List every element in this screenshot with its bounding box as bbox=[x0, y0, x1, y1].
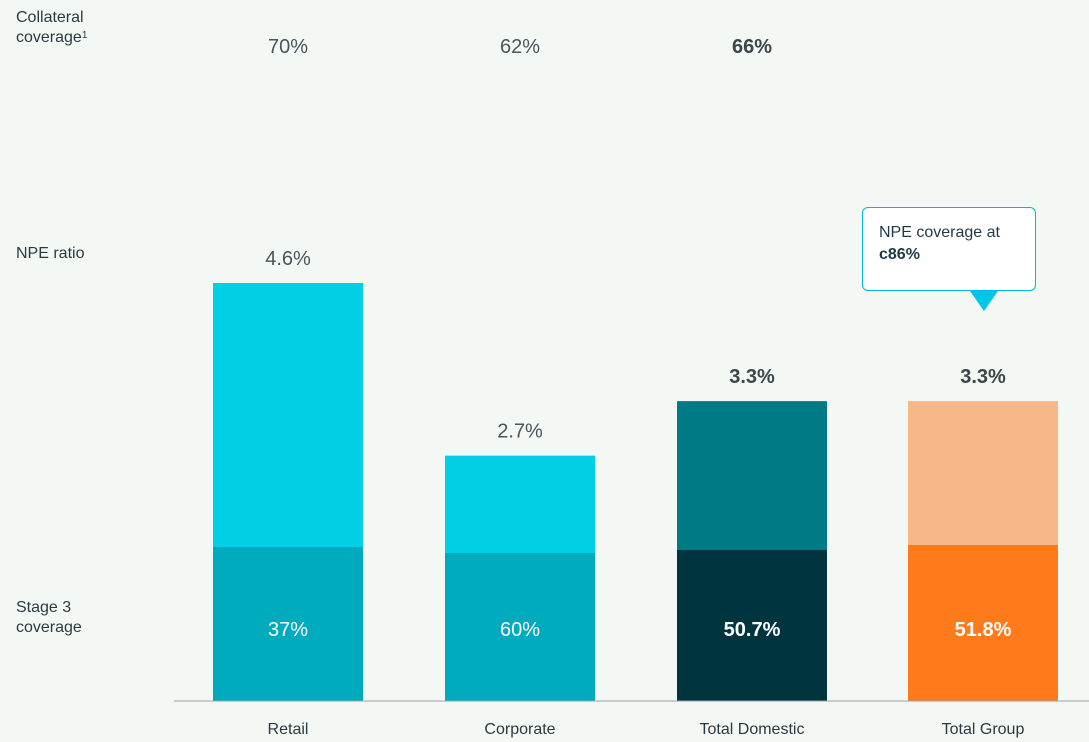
bar-npe-total-domestic bbox=[677, 401, 827, 550]
bar-stage3-total-group bbox=[908, 545, 1058, 701]
collateral-value-total-domestic: 66% bbox=[731, 36, 773, 58]
stage3-coverage-label-corporate: 60% bbox=[500, 619, 540, 641]
collateral-coverage-label: Collateral coverage1 bbox=[16, 8, 136, 48]
bar-npe-retail bbox=[213, 283, 363, 547]
category-label-corporate: Corporate bbox=[484, 721, 555, 738]
callout-text: NPE coverage at bbox=[879, 224, 1000, 241]
bar-stage3-corporate bbox=[445, 553, 595, 701]
npe-coverage-callout: NPE coverage at c86% bbox=[862, 207, 1036, 291]
footnote-marker: 1 bbox=[81, 30, 88, 41]
collateral-value-corporate: 62% bbox=[499, 36, 541, 58]
npe-ratio-label-corporate: 2.7% bbox=[497, 421, 543, 443]
bar-stage3-total-domestic bbox=[677, 550, 827, 701]
bar-stage3-retail bbox=[213, 547, 363, 701]
callout-pointer bbox=[970, 291, 998, 311]
stage3-coverage-label-retail: 37% bbox=[268, 619, 308, 641]
npe-ratio-label-total-group: 3.3% bbox=[960, 366, 1006, 388]
bar-npe-corporate bbox=[445, 455, 595, 553]
collateral-value-retail: 70% bbox=[267, 36, 309, 58]
stage3-coverage-label-total-group: 51.8% bbox=[955, 619, 1012, 641]
callout-value: c86% bbox=[879, 246, 920, 263]
category-label-total-domestic: Total Domestic bbox=[700, 721, 805, 738]
category-label-retail: Retail bbox=[268, 721, 309, 738]
category-label-total-group: Total Group bbox=[942, 721, 1025, 738]
npe-ratio-label-total-domestic: 3.3% bbox=[729, 366, 775, 388]
stage3-coverage-label: Stage 3 coverage bbox=[16, 599, 82, 636]
npe-ratio-label: NPE ratio bbox=[16, 245, 85, 262]
npe-ratio-label-retail: 4.6% bbox=[265, 248, 311, 270]
collateral-coverage-text: Collateral coverage bbox=[16, 9, 84, 46]
stage3-coverage-label-total-domestic: 50.7% bbox=[724, 619, 781, 641]
bar-npe-total-group bbox=[908, 401, 1058, 545]
